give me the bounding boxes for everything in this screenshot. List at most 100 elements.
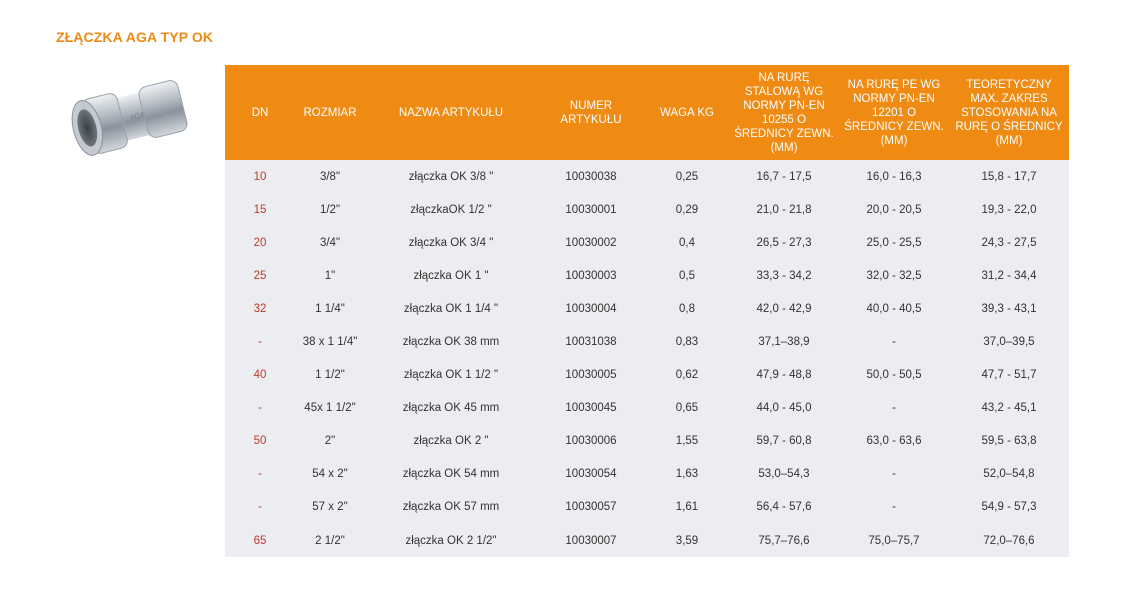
table-row: 32 1 1/4" złączka OK 1 1/4 " 10030004 0,8 42,… <box>225 292 1069 326</box>
cell-zakres-stosowania: 19,3 - 22,0 <box>949 193 1069 227</box>
cell-rozmiar: 54 x 2" <box>295 457 365 491</box>
cell-rura-pe: 75,0–75,7 <box>839 524 949 558</box>
table-row: -57 x 2" złączka OK 57 mm 10030057 1,61 56,4… <box>225 490 1069 525</box>
cell-dn: - <box>225 391 295 425</box>
cell-zakres-stosowania: 31,2 - 34,4 <box>949 259 1069 293</box>
cell-rura-stalowa: 47,9 - 48,8 <box>729 358 839 392</box>
cell-waga-kg: 1,55 <box>645 424 729 458</box>
cell-nazwa-artykulu: złączka OK 3/4 " <box>365 226 537 260</box>
cell-waga-kg: 3,59 <box>645 524 729 558</box>
cell-zakres-stosowania: 37,0–39,5 <box>949 325 1069 359</box>
cell-dn: - <box>225 325 295 359</box>
cell-nazwa-artykulu: złączkaOK 1/2 " <box>365 193 537 227</box>
table-row: -45x 1 1/2" złączka OK 45 mm 10030045 0,65 4… <box>225 391 1069 425</box>
cell-nazwa-artykulu: złączka OK 54 mm <box>365 457 537 491</box>
column-header-waga-kg: WAGA KG <box>645 65 729 160</box>
cell-nazwa-artykulu: złączka OK 1 1/2 " <box>365 358 537 392</box>
cell-rura-pe: 16,0 - 16,3 <box>839 160 949 194</box>
cell-dn: - <box>225 490 295 525</box>
cell-zakres-stosowania: 54,9 - 57,3 <box>949 490 1069 525</box>
cell-numer-artykulu: 10030007 <box>537 524 645 558</box>
cell-numer-artykulu: 10030054 <box>537 457 645 491</box>
cell-waga-kg: 0,5 <box>645 259 729 293</box>
cell-numer-artykulu: 10030045 <box>537 391 645 425</box>
cell-dn: 50 <box>225 424 295 458</box>
table-body: 10 3/8" złączka OK 3/8 " 10030038 0,25 16,7 -… <box>225 160 1069 558</box>
cell-waga-kg: 0,65 <box>645 391 729 425</box>
column-header-nazwa-artykulu: NAZWA ARTYKUŁU <box>365 65 537 160</box>
cell-rura-stalowa: 42,0 - 42,9 <box>729 292 839 326</box>
cell-rura-pe: 40,0 - 40,5 <box>839 292 949 326</box>
cell-nazwa-artykulu: złączka OK 38 mm <box>365 325 537 359</box>
table-row: 65 2 1/2" złączka OK 2 1/2" 10030007 3,59 75,… <box>225 524 1069 558</box>
cell-rura-stalowa: 37,1–38,9 <box>729 325 839 359</box>
cell-rura-stalowa: 56,4 - 57,6 <box>729 490 839 525</box>
cell-rozmiar: 38 x 1 1/4" <box>295 325 365 359</box>
cell-zakres-stosowania: 72,0–76,6 <box>949 524 1069 558</box>
cell-rura-pe: - <box>839 325 949 359</box>
cell-waga-kg: 0,25 <box>645 160 729 194</box>
cell-rura-stalowa: 16,7 - 17,5 <box>729 160 839 194</box>
cell-dn: 40 <box>225 358 295 392</box>
cell-rura-pe: 32,0 - 32,5 <box>839 259 949 293</box>
cell-zakres-stosowania: 47,7 - 51,7 <box>949 358 1069 392</box>
cell-dn: 65 <box>225 524 295 558</box>
cell-rozmiar: 1/2" <box>295 193 365 227</box>
cell-numer-artykulu: 10030057 <box>537 490 645 525</box>
products-table-container: DN ROZMIAR NAZWA ARTYKUŁU NUMER ARTYKUŁU… <box>225 65 1069 558</box>
cell-rura-pe: - <box>839 457 949 491</box>
table-row: -38 x 1 1/4" złączka OK 38 mm 10031038 0,83… <box>225 325 1069 359</box>
cell-nazwa-artykulu: złączka OK 1 " <box>365 259 537 293</box>
cell-nazwa-artykulu: złączka OK 45 mm <box>365 391 537 425</box>
cell-zakres-stosowania: 24,3 - 27,5 <box>949 226 1069 260</box>
cell-rozmiar: 1" <box>295 259 365 293</box>
cell-rura-pe: 25,0 - 25,5 <box>839 226 949 260</box>
column-header-dn: DN <box>225 65 295 160</box>
svg-text:AGA: AGA <box>129 111 146 122</box>
cell-numer-artykulu: 10030001 <box>537 193 645 227</box>
cell-waga-kg: 1,63 <box>645 457 729 491</box>
cell-rura-stalowa: 75,7–76,6 <box>729 524 839 558</box>
cell-rozmiar: 1 1/2" <box>295 358 365 392</box>
table-row: 10 3/8" złączka OK 3/8 " 10030038 0,25 16,7 -… <box>225 160 1069 194</box>
cell-rozmiar: 45x 1 1/2" <box>295 391 365 425</box>
cell-waga-kg: 0,8 <box>645 292 729 326</box>
cell-rura-pe: - <box>839 490 949 525</box>
cell-rozmiar: 1 1/4" <box>295 292 365 326</box>
cell-rozmiar: 2" <box>295 424 365 458</box>
cell-waga-kg: 0,29 <box>645 193 729 227</box>
products-table: DN ROZMIAR NAZWA ARTYKUŁU NUMER ARTYKUŁU… <box>225 65 1069 558</box>
table-row: - 54 x 2" złączka OK 54 mm 10030054 1,63 53,0… <box>225 457 1069 491</box>
table-row: 15 1/2" złączkaOK 1/2 " 10030001 0,29 21,0 - … <box>225 193 1069 227</box>
pipe-coupling-image: AGA <box>56 65 206 169</box>
cell-rozmiar: 2 1/2" <box>295 524 365 558</box>
table-row: 40 1 1/2" złączka OK 1 1/2 " 10030005 0,62 47… <box>225 358 1069 392</box>
cell-dn: 15 <box>225 193 295 227</box>
table-row: 20 3/4" złączka OK 3/4 " 10030002 0,4 26,5 - … <box>225 226 1069 260</box>
cell-zakres-stosowania: 52,0–54,8 <box>949 457 1069 491</box>
cell-numer-artykulu: 10030038 <box>537 160 645 194</box>
cell-numer-artykulu: 10030003 <box>537 259 645 293</box>
cell-waga-kg: 0,62 <box>645 358 729 392</box>
cell-zakres-stosowania: 39,3 - 43,1 <box>949 292 1069 326</box>
cell-rura-stalowa: 26,5 - 27,3 <box>729 226 839 260</box>
cell-rura-pe: 20,0 - 20,5 <box>839 193 949 227</box>
cell-rozmiar: 3/4" <box>295 226 365 260</box>
cell-rura-stalowa: 53,0–54,3 <box>729 457 839 491</box>
cell-zakres-stosowania: 43,2 - 45,1 <box>949 391 1069 425</box>
cell-rozmiar: 57 x 2" <box>295 490 365 525</box>
cell-dn: 25 <box>225 259 295 293</box>
cell-numer-artykulu: 10030004 <box>537 292 645 326</box>
column-header-numer-artykulu: NUMER ARTYKUŁU <box>537 65 645 160</box>
cell-rura-stalowa: 44,0 - 45,0 <box>729 391 839 425</box>
column-header-zakres-stosowania: TEORETYCZNY MAX. ZAKRES STOSOWANIA NA RU… <box>949 65 1069 160</box>
cell-nazwa-artykulu: złączka OK 2 " <box>365 424 537 458</box>
cell-rura-pe: - <box>839 391 949 425</box>
cell-dn: 20 <box>225 226 295 260</box>
cell-nazwa-artykulu: złączka OK 57 mm <box>365 490 537 525</box>
cell-numer-artykulu: 10030006 <box>537 424 645 458</box>
cell-waga-kg: 1,61 <box>645 490 729 525</box>
cell-nazwa-artykulu: złączka OK 2 1/2" <box>365 524 537 558</box>
cell-nazwa-artykulu: złączka OK 1 1/4 " <box>365 292 537 326</box>
column-header-rura-stalowa: NA RURĘ STALOWĄ WG NORMY PN-EN 10255 O Ś… <box>729 65 839 160</box>
